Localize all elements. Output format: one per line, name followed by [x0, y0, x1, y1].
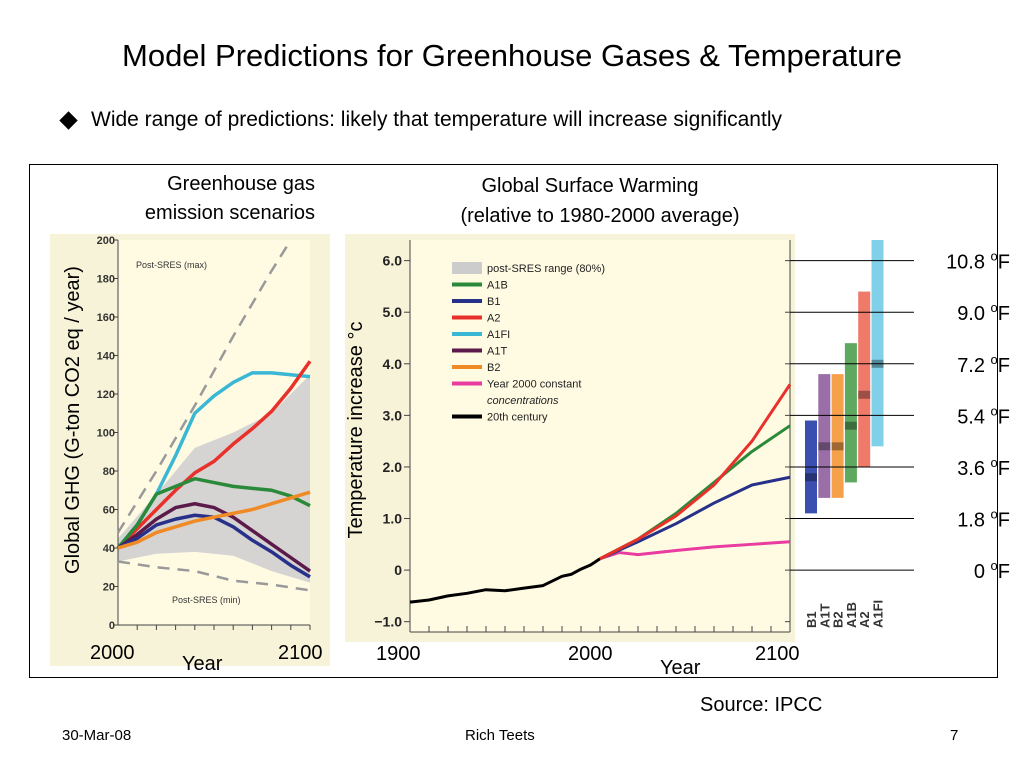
- warming-legend-label: Year 2000 constant: [487, 379, 581, 391]
- warming-legend-label: A1FI: [487, 329, 510, 341]
- warming-series-b1: [599, 475, 791, 561]
- warming-x-tick-label-2100: 2100: [755, 643, 800, 665]
- warming-title: Global Surface Warming: [481, 175, 698, 197]
- fahrenheit-label: 7.2 oF: [957, 352, 1010, 377]
- emissions-y-tick-label: 40: [103, 543, 115, 555]
- warming-y-tick-label: 1.0: [383, 511, 403, 527]
- warming-subtitle: (relative to 1980-2000 average): [460, 205, 739, 227]
- footer-page-number: 7: [950, 727, 959, 744]
- range-bar-label-a1b: A1B: [844, 602, 859, 628]
- warming-x-axis-label: Year: [660, 657, 701, 679]
- emissions-y-tick-label: 0: [109, 620, 115, 632]
- warming-legend-label: 20th century: [487, 412, 548, 424]
- range-bar-best-a2: [858, 390, 871, 399]
- source-label: Source: IPCC: [700, 694, 823, 716]
- warming-y-tick-label: 3.0: [383, 407, 403, 423]
- emissions-annotation-min: Post-SRES (min): [172, 595, 241, 605]
- emissions-series-post-sres-min-: [117, 560, 311, 592]
- emissions-y-axis-label: Global GHG (G-ton CO2 eq / year): [62, 266, 84, 574]
- emissions-y-tick-label: 160: [97, 312, 115, 324]
- emissions-y-tick-label: 20: [103, 582, 115, 594]
- emissions-x-axis-label: Year: [182, 653, 223, 675]
- emissions-series-b2: [117, 490, 311, 550]
- fahrenheit-label: 1.8 oF: [957, 507, 1010, 532]
- footer-date: 30-Mar-08: [62, 727, 132, 744]
- range-bar-best-b2: [831, 442, 844, 451]
- warming-y-tick-label: 5.0: [383, 304, 403, 320]
- range-bar-label-b2: B2: [831, 611, 846, 628]
- range-bar-label-a1fi: A1FI: [871, 600, 886, 628]
- footer-author: Rich Teets: [465, 727, 535, 744]
- emissions-title-line-2: emission scenarios: [145, 202, 315, 224]
- warming-series-a2: [599, 383, 792, 561]
- emissions-y-tick-label: 100: [97, 428, 115, 440]
- warming-series-20th-century: [409, 557, 601, 604]
- emissions-series-a1b: [116, 476, 311, 550]
- warming-x-tick-label-2000: 2000: [568, 643, 613, 665]
- emissions-series-a2: [116, 360, 312, 550]
- range-bar-a1fi: [871, 240, 884, 447]
- warming-series-year-2000-constant-concentrations: [599, 540, 791, 561]
- range-bar-a1b: [844, 343, 857, 483]
- emissions-series-post-sres-max-: [116, 239, 292, 534]
- warming-y-axis-label: Temperature increase °c: [345, 322, 367, 539]
- emissions-y-tick-label: 80: [103, 466, 115, 478]
- emissions-title-line-1: Greenhouse gas: [167, 173, 315, 195]
- fahrenheit-label: 10.8 oF: [946, 249, 1010, 274]
- warming-y-tick-label: 2.0: [383, 459, 403, 475]
- emissions-y-tick-label: 200: [97, 235, 115, 247]
- bullet-text: Wide range of predictions: likely that t…: [91, 108, 782, 131]
- emissions-x-tick-label-start: 2000: [90, 642, 135, 664]
- warming-y-tick-label: 0: [394, 562, 402, 578]
- warming-legend-label: A1T: [487, 346, 507, 358]
- emissions-y-tick-label: 120: [97, 389, 115, 401]
- emissions-series-a1t: [116, 501, 312, 573]
- range-bar-a2: [858, 291, 871, 467]
- emissions-y-tick-label: 180: [97, 274, 115, 286]
- slide-title: Model Predictions for Greenhouse Gases &…: [122, 38, 902, 73]
- warming-plot-area: [410, 240, 790, 632]
- warming-legend-label: B2: [487, 362, 500, 374]
- emissions-annotation-max: Post-SRES (max): [136, 260, 207, 270]
- range-bar-label-b1: B1: [804, 611, 819, 628]
- range-bar-best-a1b: [844, 421, 857, 430]
- fahrenheit-label: 3.6 oF: [957, 455, 1010, 480]
- fahrenheit-label: 5.4 oF: [957, 403, 1010, 428]
- fahrenheit-label: 0 oF: [974, 558, 1010, 583]
- range-bar-best-b1: [805, 473, 817, 482]
- range-bar-a1t: [818, 374, 831, 498]
- warming-legend-label: A1B: [487, 280, 508, 292]
- warming-legend-label: A2: [487, 313, 500, 325]
- range-bar-label-a1t: A1T: [817, 603, 832, 628]
- warming-y-tick-label: −1.0: [374, 614, 402, 630]
- warming-legend-label: B1: [487, 296, 500, 308]
- warming-legend-swatch: [452, 262, 482, 274]
- warming-x-tick-label-1900: 1900: [376, 643, 421, 665]
- fahrenheit-label: 9.0 oF: [957, 300, 1010, 325]
- warming-legend-label: concentrations: [487, 395, 559, 407]
- warming-y-tick-label: 4.0: [383, 356, 403, 372]
- emissions-y-tick-label: 140: [97, 351, 115, 363]
- warming-legend-label: post-SRES range (80%): [487, 263, 605, 275]
- emissions-x-tick-label-end: 2100: [278, 642, 323, 664]
- range-bar-b2: [831, 374, 844, 498]
- figure-frame: [29, 164, 998, 678]
- range-bar-label-a2: A2: [857, 611, 872, 628]
- warming-y-tick-label: 6.0: [383, 253, 403, 269]
- emissions-y-tick-label: 60: [103, 505, 115, 517]
- bullet-point: Wide range of predictions: likely that t…: [59, 108, 782, 132]
- range-bar-best-a1t: [818, 442, 831, 451]
